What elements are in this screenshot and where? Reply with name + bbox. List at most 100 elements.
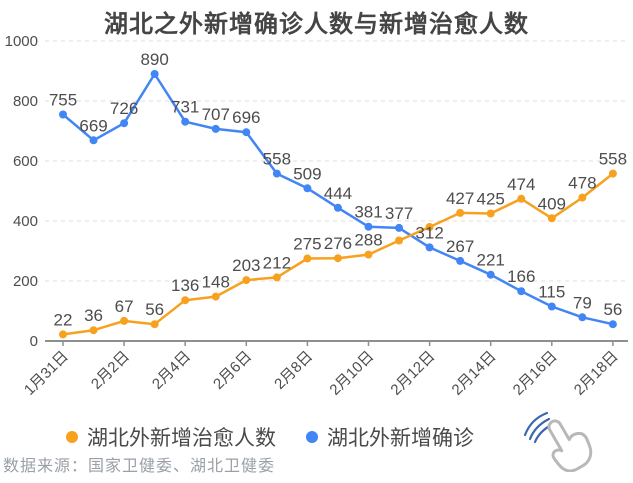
svg-text:600: 600 [13,153,38,170]
chart-title: 湖北之外新增确诊人数与新增治愈人数 [104,11,529,38]
data-point [608,169,617,178]
pointer-hand [547,419,593,472]
svg-text:2月18日: 2月18日 [571,348,622,399]
svg-text:409: 409 [538,194,566,213]
data-point [181,296,190,305]
svg-text:726: 726 [110,99,138,118]
legend-label-confirmed: 湖北外新增确诊 [327,427,474,450]
data-point [303,254,312,263]
data-point [272,169,281,178]
svg-text:276: 276 [324,234,352,253]
data-point [89,326,98,335]
svg-text:2月8日: 2月8日 [271,348,316,393]
data-point [547,302,556,311]
svg-text:0: 0 [30,333,38,350]
data-point [486,270,495,279]
data-point [578,313,587,322]
data-point [272,273,281,282]
data-point [608,320,617,329]
data-point [120,119,129,128]
series-湖北外新增确诊 [59,70,617,329]
svg-text:56: 56 [145,300,164,319]
data-point [486,209,495,218]
chart-legend: 湖北外新增治愈人数 湖北外新增确诊 [0,422,540,452]
svg-text:22: 22 [54,310,73,329]
svg-text:731: 731 [171,98,199,117]
svg-text:558: 558 [599,150,627,169]
svg-text:2月4日: 2月4日 [149,348,194,393]
data-point [89,136,98,145]
data-point [242,128,251,137]
hand-click-icon [523,411,593,472]
data-point [517,287,526,296]
data-point [456,256,465,265]
svg-text:425: 425 [477,190,505,209]
data-point [333,254,342,263]
y-gridlines [45,40,628,282]
svg-text:288: 288 [354,231,382,250]
svg-text:267: 267 [446,237,474,256]
svg-text:67: 67 [115,297,134,316]
svg-text:166: 166 [507,267,535,286]
svg-text:427: 427 [446,189,474,208]
svg-text:444: 444 [324,184,352,203]
svg-text:2月16日: 2月16日 [510,348,561,399]
data-point [425,243,434,252]
svg-text:2月14日: 2月14日 [449,348,500,399]
data-point [150,320,159,329]
svg-text:2月2日: 2月2日 [88,348,133,393]
legend-item-cured: 湖北外新增治愈人数 [66,422,276,452]
svg-text:36: 36 [84,306,103,325]
data-point [456,208,465,217]
svg-text:478: 478 [568,174,596,193]
svg-text:890: 890 [140,50,168,69]
svg-text:755: 755 [49,91,77,110]
svg-text:79: 79 [573,293,592,312]
svg-text:221: 221 [477,251,505,270]
data-source-note: 数据来源：国家卫健委、湖北卫健委 [3,458,276,475]
svg-text:381: 381 [354,203,382,222]
svg-text:474: 474 [507,175,535,194]
svg-text:275: 275 [293,235,321,254]
data-point [547,214,556,223]
data-point [211,292,220,301]
x-axis: 1月31日 2月2日 2月4日 2月6日 2月8日 2月10日 2月12日 2月14日 2月16… [21,340,628,399]
data-point [150,70,159,78]
legend-swatch-cured [66,431,78,443]
svg-text:509: 509 [293,164,321,183]
svg-text:115: 115 [538,283,565,302]
data-point [425,223,434,231]
svg-text:558: 558 [263,150,291,169]
data-point [181,117,190,126]
svg-text:669: 669 [79,116,107,135]
data-point [120,316,129,325]
data-point [303,184,312,193]
svg-text:2月10日: 2月10日 [326,348,377,399]
data-point [211,124,220,133]
svg-text:203: 203 [232,256,260,275]
svg-text:400: 400 [13,213,38,230]
svg-text:2月12日: 2月12日 [387,348,438,399]
legend-swatch-confirmed [306,431,318,443]
legend-label-cured: 湖北外新增治愈人数 [87,427,276,450]
legend-item-confirmed: 湖北外新增确诊 [306,422,474,452]
svg-text:56: 56 [603,300,622,319]
data-point [59,110,67,119]
gesture-motion-lines [523,411,553,444]
svg-text:312: 312 [415,223,443,242]
svg-text:1月31日: 1月31日 [21,348,72,399]
data-point [59,330,67,339]
series-湖北外新增治愈人数 [59,169,617,339]
data-point [578,193,587,202]
svg-text:200: 200 [13,273,38,290]
data-point [333,203,342,212]
data-point [364,250,373,259]
svg-text:148: 148 [202,273,230,292]
data-point [242,276,251,285]
svg-text:1000: 1000 [5,33,38,50]
svg-text:212: 212 [263,253,291,272]
